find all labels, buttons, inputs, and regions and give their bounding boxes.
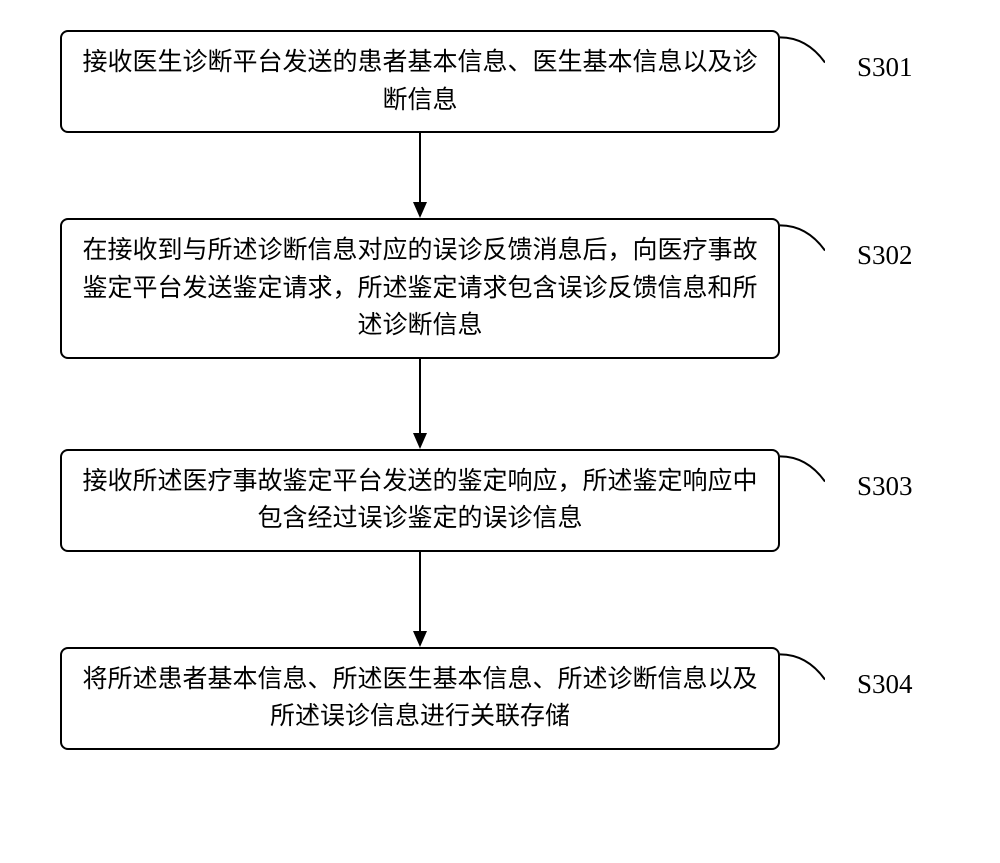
flow-step-box-s302: 在接收到与所述诊断信息对应的误诊反馈消息后，向医疗事故鉴定平台发送鉴定请求，所述… <box>60 218 780 359</box>
label-connector-wrap <box>780 451 825 487</box>
label-connector <box>780 649 825 685</box>
label-connector-wrap <box>780 32 825 68</box>
flow-step-label-s302: S302 <box>857 240 913 271</box>
flow-step-box-s304: 将所述患者基本信息、所述医生基本信息、所述诊断信息以及所述误诊信息进行关联存储 <box>60 647 780 750</box>
flow-step-row: 在接收到与所述诊断信息对应的误诊反馈消息后，向医疗事故鉴定平台发送鉴定请求，所述… <box>60 218 940 359</box>
label-connector <box>780 220 825 256</box>
flow-step-row: 接收医生诊断平台发送的患者基本信息、医生基本信息以及诊断信息 S301 <box>60 30 940 133</box>
flow-arrow-wrap <box>60 359 780 449</box>
flow-step-text: 接收医生诊断平台发送的患者基本信息、医生基本信息以及诊断信息 <box>80 44 760 119</box>
flow-step-row: 将所述患者基本信息、所述医生基本信息、所述诊断信息以及所述误诊信息进行关联存储 … <box>60 647 940 750</box>
flow-step-text: 将所述患者基本信息、所述医生基本信息、所述诊断信息以及所述误诊信息进行关联存储 <box>80 661 760 736</box>
flow-step-row: 接收所述医疗事故鉴定平台发送的鉴定响应，所述鉴定响应中包含经过误诊鉴定的误诊信息… <box>60 449 940 552</box>
label-connector-wrap <box>780 220 825 256</box>
label-connector-wrap <box>780 649 825 685</box>
flow-step-label-s304: S304 <box>857 669 913 700</box>
flow-arrow <box>405 133 435 218</box>
flow-step-box-s303: 接收所述医疗事故鉴定平台发送的鉴定响应，所述鉴定响应中包含经过误诊鉴定的误诊信息 <box>60 449 780 552</box>
flow-arrow-wrap <box>60 552 780 647</box>
flow-step-text: 在接收到与所述诊断信息对应的误诊反馈消息后，向医疗事故鉴定平台发送鉴定请求，所述… <box>80 232 760 345</box>
flow-step-label-s303: S303 <box>857 471 913 502</box>
flow-arrow <box>405 552 435 647</box>
flow-arrow-wrap <box>60 133 780 218</box>
flow-step-label-s301: S301 <box>857 52 913 83</box>
flow-arrow <box>405 359 435 449</box>
label-connector <box>780 451 825 487</box>
flow-step-box-s301: 接收医生诊断平台发送的患者基本信息、医生基本信息以及诊断信息 <box>60 30 780 133</box>
label-connector <box>780 32 825 68</box>
flow-step-text: 接收所述医疗事故鉴定平台发送的鉴定响应，所述鉴定响应中包含经过误诊鉴定的误诊信息 <box>80 463 760 538</box>
flowchart-container: 接收医生诊断平台发送的患者基本信息、医生基本信息以及诊断信息 S301 在接收到… <box>60 30 940 750</box>
